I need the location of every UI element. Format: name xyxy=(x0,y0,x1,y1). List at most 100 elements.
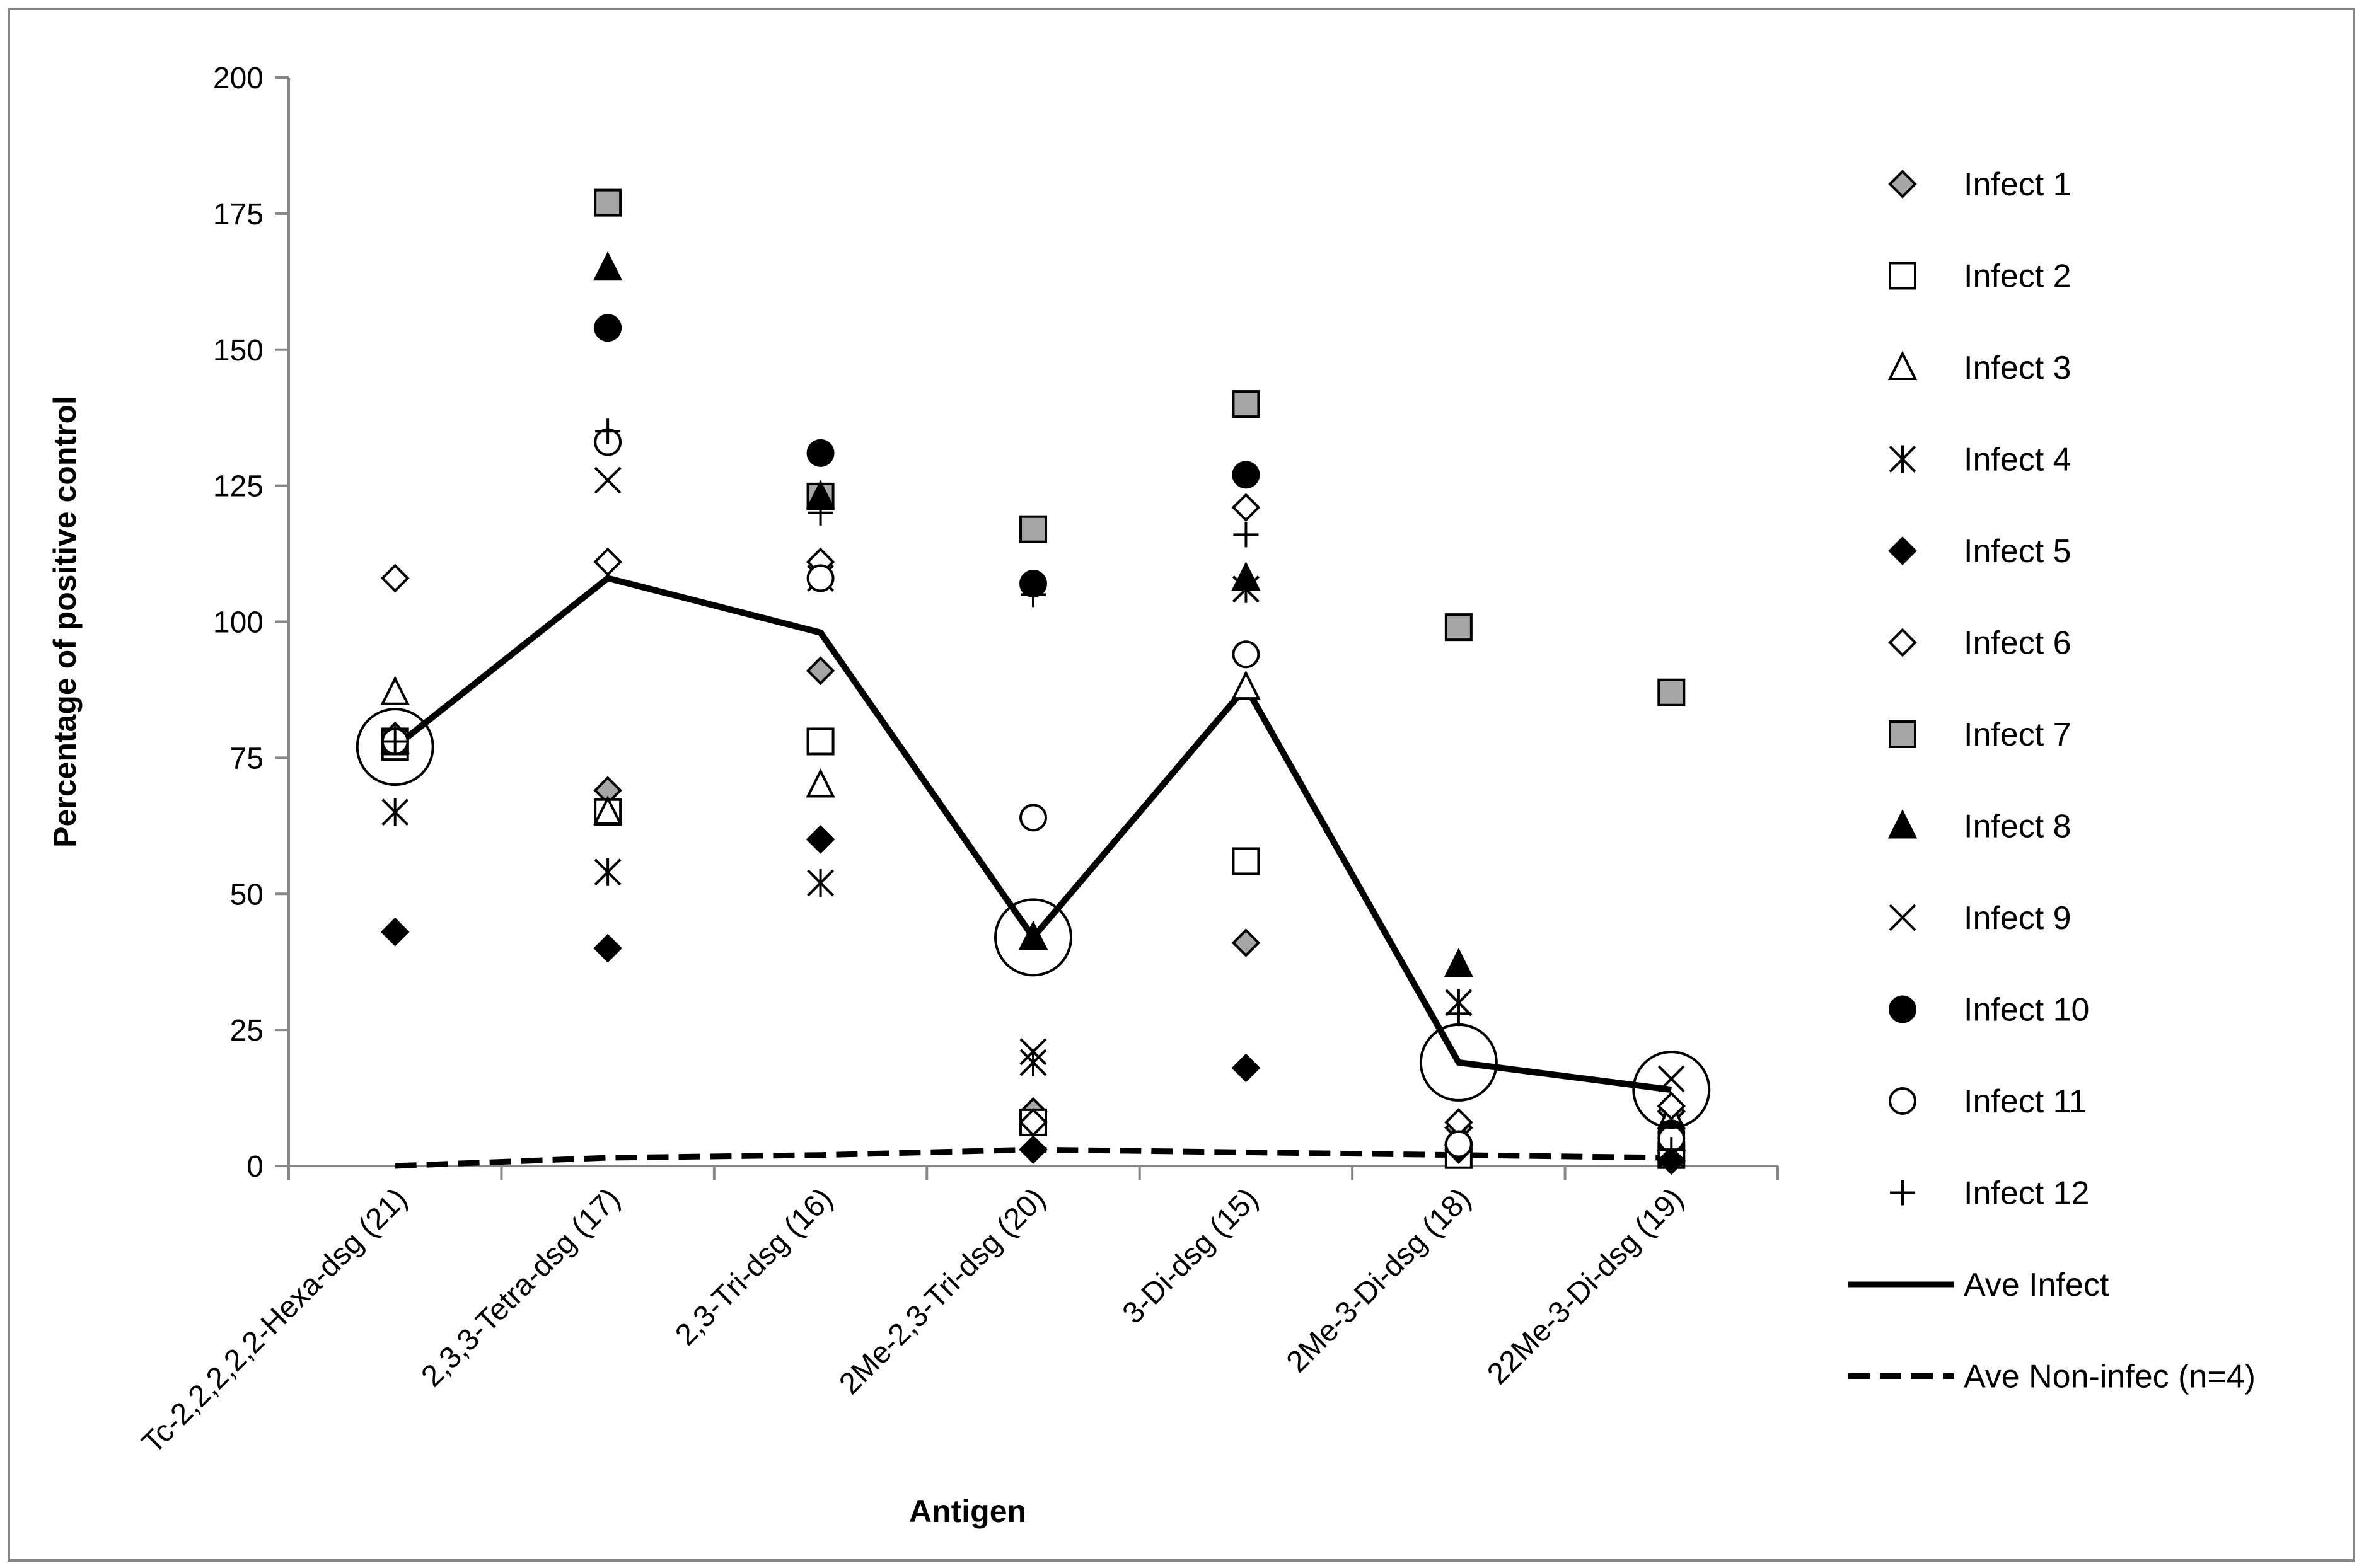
point-infect-9 xyxy=(1657,1065,1685,1093)
point-infect-6 xyxy=(1231,493,1261,522)
highlight-circle xyxy=(356,708,434,787)
point-infect-6 xyxy=(593,547,622,577)
highlight-circle xyxy=(1632,1051,1711,1129)
data-points xyxy=(380,188,1686,1175)
legend-label: Infect 3 xyxy=(1964,350,2071,386)
point-infect-11 xyxy=(1232,640,1260,669)
point-infect-7 xyxy=(594,188,622,217)
point-infect-1 xyxy=(806,656,835,686)
legend-marker xyxy=(1888,170,1917,199)
point-infect-10 xyxy=(594,314,622,342)
legend-label: Infect 12 xyxy=(1964,1175,2089,1212)
legend-marker xyxy=(1887,350,1918,380)
point-infect-8 xyxy=(593,251,623,281)
point-infect-8 xyxy=(1018,920,1048,950)
legend-marker xyxy=(1889,445,1916,473)
legend-item: Infect 11 xyxy=(1889,1083,2087,1120)
legend-marker xyxy=(1889,262,1916,290)
point-infect-5 xyxy=(593,933,622,963)
y-tick-label: 125 xyxy=(213,470,264,504)
point-infect-7 xyxy=(1232,390,1260,418)
point-infect-12 xyxy=(1659,1137,1684,1163)
legend: Infect 1 Infect 2 Infect 3 Infect 4 Infect 5… xyxy=(1848,166,2256,1395)
point-infect-10 xyxy=(806,439,835,467)
legend-item: Infect 9 xyxy=(1889,900,2071,937)
y-axis-title: Percentage of positive control xyxy=(47,396,83,848)
highlight-circle xyxy=(994,898,1072,977)
point-infect-5 xyxy=(806,825,835,854)
point-infect-2 xyxy=(806,727,835,756)
point-infect-12 xyxy=(595,418,621,444)
legend-label: Ave Non-infec (n=4) xyxy=(1964,1359,2256,1395)
point-infect-3 xyxy=(806,768,835,798)
point-infect-7 xyxy=(1444,613,1473,642)
point-infect-11 xyxy=(1444,1130,1473,1158)
chart-frame xyxy=(8,8,2355,1562)
point-infect-4 xyxy=(381,798,409,826)
point-infect-12 xyxy=(1021,582,1046,608)
legend-item: Infect 10 xyxy=(1889,992,2089,1029)
legend-label: Infect 8 xyxy=(1964,809,2071,845)
point-infect-11 xyxy=(806,564,835,592)
legend-item: Infect 6 xyxy=(1888,625,2071,662)
legend-label: Infect 9 xyxy=(1964,900,2071,937)
legend-marker xyxy=(1888,536,1917,565)
y-tick-label: 100 xyxy=(213,606,264,640)
highlight-circle xyxy=(1419,1023,1498,1102)
y-tick-label: 200 xyxy=(213,62,264,95)
point-infect-10 xyxy=(1232,461,1260,489)
highlight-circles xyxy=(356,708,1711,1129)
point-infect-7 xyxy=(1019,515,1047,543)
legend-marker xyxy=(1889,1087,1916,1115)
legend-item: Infect 5 xyxy=(1888,533,2071,570)
point-infect-9 xyxy=(1019,1038,1047,1066)
legend-item: Infect 12 xyxy=(1890,1175,2089,1212)
point-infect-12 xyxy=(382,729,408,754)
legend-label: Infect 6 xyxy=(1964,625,2071,662)
y-tick-label: 25 xyxy=(230,1014,264,1047)
point-infect-12 xyxy=(1233,522,1259,548)
point-infect-9 xyxy=(1232,575,1260,603)
legend-label: Infect 7 xyxy=(1964,717,2071,753)
y-tick-label: 175 xyxy=(213,198,264,231)
legend-marker xyxy=(1890,1180,1915,1206)
point-infect-4 xyxy=(807,868,834,897)
point-infect-1 xyxy=(1231,928,1261,957)
point-infect-6 xyxy=(1657,1092,1686,1121)
legend-label: Infect 11 xyxy=(1964,1083,2087,1120)
point-infect-8 xyxy=(1444,948,1474,977)
legend-item: Infect 7 xyxy=(1889,717,2071,753)
legend-label: Infect 5 xyxy=(1964,533,2071,570)
point-infect-2 xyxy=(1232,847,1260,875)
point-infect-3 xyxy=(1231,670,1261,700)
legend-marker xyxy=(1887,809,1918,839)
point-infect-6 xyxy=(1019,1108,1048,1137)
point-infect-9 xyxy=(594,466,622,494)
legend-marker xyxy=(1889,904,1916,931)
point-infect-5 xyxy=(380,917,410,947)
y-tick-label: 75 xyxy=(230,742,264,775)
legend-label: Ave Infect xyxy=(1964,1267,2109,1303)
y-tick-label: 150 xyxy=(213,334,264,367)
legend-item: Ave Non-infec (n=4) xyxy=(1848,1359,2256,1395)
legend-item: Infect 8 xyxy=(1887,809,2071,845)
y-tick-label: 0 xyxy=(246,1150,264,1184)
y-tick-label: 50 xyxy=(230,878,264,911)
legend-item: Ave Infect xyxy=(1848,1267,2109,1303)
point-infect-11 xyxy=(1019,804,1047,832)
legend-label: Infect 1 xyxy=(1964,166,2071,203)
point-infect-12 xyxy=(808,500,833,526)
legend-item: Infect 2 xyxy=(1889,258,2071,295)
legend-item: Infect 1 xyxy=(1888,166,2071,203)
point-infect-5 xyxy=(1019,1135,1048,1164)
legend-label: Infect 10 xyxy=(1964,992,2089,1029)
point-infect-3 xyxy=(593,795,623,825)
point-infect-3 xyxy=(380,676,410,705)
point-infect-6 xyxy=(380,563,410,593)
legend-item: Infect 4 xyxy=(1889,442,2071,478)
y-axis: 0 25 50 75 100 125 150 175 200 xyxy=(213,62,290,1184)
x-axis-title: Antigen xyxy=(909,1494,1026,1529)
legend-label: Infect 2 xyxy=(1964,258,2071,295)
point-infect-12 xyxy=(1446,1001,1471,1027)
